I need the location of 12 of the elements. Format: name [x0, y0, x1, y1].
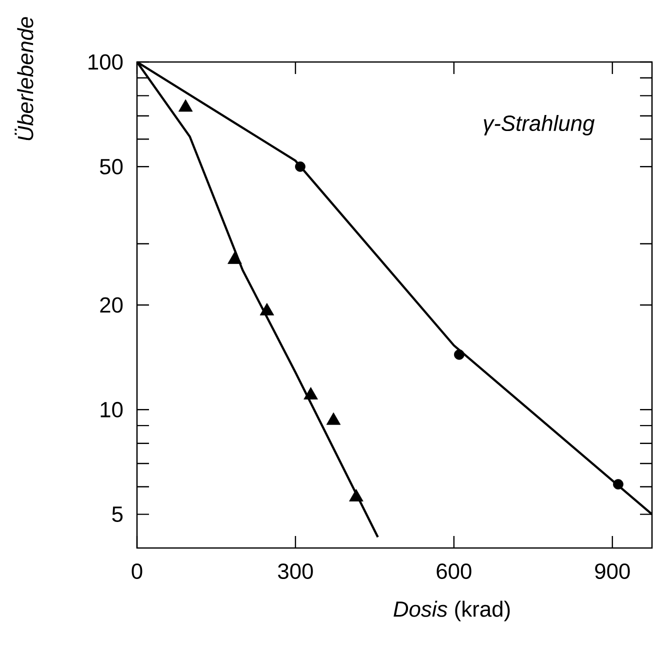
x-axis-title: Dosis (krad)	[394, 600, 510, 622]
annotation: γ-Strahlung	[484, 114, 595, 136]
x-tick-label: 600	[436, 563, 472, 580]
y-tick-label: 100	[88, 54, 123, 70]
x-tick-label: 900	[595, 563, 630, 580]
x-tick-label: 300	[278, 563, 313, 580]
x-tick-label: 0	[132, 563, 142, 580]
y-tick-label: 5	[112, 506, 123, 522]
y-tick-label: 50	[100, 158, 123, 174]
y-tick-label: 10	[100, 402, 123, 418]
y-tick-label: 20	[100, 297, 123, 313]
y-axis-title: Überlebende	[14, 17, 34, 140]
